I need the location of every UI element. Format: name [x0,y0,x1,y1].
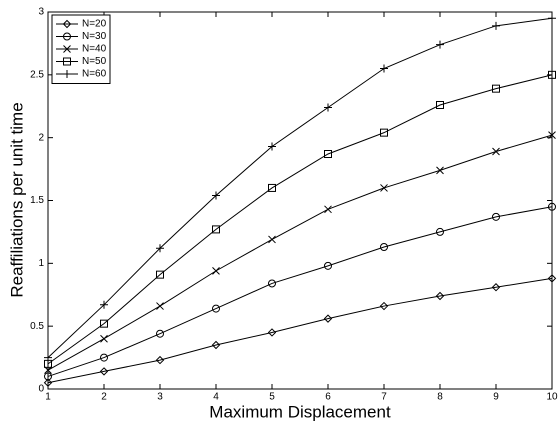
legend-marker [62,19,72,29]
x-tick-label: 5 [269,392,275,403]
x-tick-label: 9 [493,392,499,403]
marker [212,191,220,200]
y-tick-label: 0 [38,384,44,395]
x-tick-label: 2 [101,392,107,403]
marker [380,64,388,73]
marker [100,300,108,309]
x-tick-label: 3 [157,392,163,403]
marker [436,40,444,49]
marker [212,304,220,313]
y-tick-label: 1.5 [30,195,44,206]
y-axis-label: Reaffiliations per unit time [7,102,26,297]
legend-marker [63,70,71,78]
marker [492,21,500,30]
x-tick-label: 10 [546,392,558,403]
marker [379,301,389,311]
legend-marker [63,45,71,53]
series-line [47,74,553,365]
marker [212,225,220,234]
marker [323,314,333,323]
legend-label: N=40 [82,44,107,55]
marker [155,355,165,365]
marker [491,283,501,292]
series-line [47,17,553,358]
marker [268,235,276,244]
marker [380,242,388,251]
plot-frame [47,11,553,390]
x-tick-label: 8 [437,392,443,403]
marker [156,329,164,338]
legend-marker [63,57,71,66]
marker [156,244,164,253]
marker [99,367,109,376]
legend-marker [63,32,71,41]
x-axis-label: Maximum Displacement [209,402,391,421]
marker [548,202,556,211]
marker [324,261,332,270]
marker [380,184,388,192]
marker [436,100,444,109]
marker [268,142,276,151]
marker [492,147,500,156]
marker [324,150,332,159]
marker [44,372,52,381]
marker [211,340,221,350]
x-tick-label: 4 [213,392,219,403]
series-line [47,277,553,384]
marker [436,166,444,175]
x-tick-label: 1 [45,392,51,403]
x-tick-label: 6 [325,392,331,403]
marker [436,227,444,236]
legend-label: N=50 [82,56,107,67]
marker [268,183,276,192]
marker [548,131,556,140]
y-tick-label: 2 [38,132,44,143]
y-tick-label: 1 [38,258,44,269]
marker [547,274,557,283]
marker [212,267,220,275]
series-line [47,134,553,371]
marker [44,353,52,362]
y-tick-label: 3 [38,7,44,18]
marker [267,328,277,337]
legend-label: N=60 [82,69,107,80]
series-line [47,206,553,377]
marker [156,270,164,279]
marker [492,212,500,221]
legend-label: N=20 [82,19,107,30]
marker [548,70,556,79]
marker [324,103,332,112]
marker [100,334,108,343]
y-tick-label: 0.5 [30,321,44,332]
marker [268,279,276,288]
marker [100,353,108,362]
marker [324,205,332,214]
y-tick-label: 2.5 [30,69,44,80]
marker [156,302,164,310]
marker [492,84,500,93]
marker [380,128,388,137]
marker [43,378,53,387]
x-tick-label: 7 [381,392,387,403]
marker [100,319,108,328]
legend: N=20N=30 N=40N=50 N=60 [51,14,111,84]
legend-label: N=30 [82,31,107,42]
marker [435,291,445,301]
marker [548,14,556,23]
